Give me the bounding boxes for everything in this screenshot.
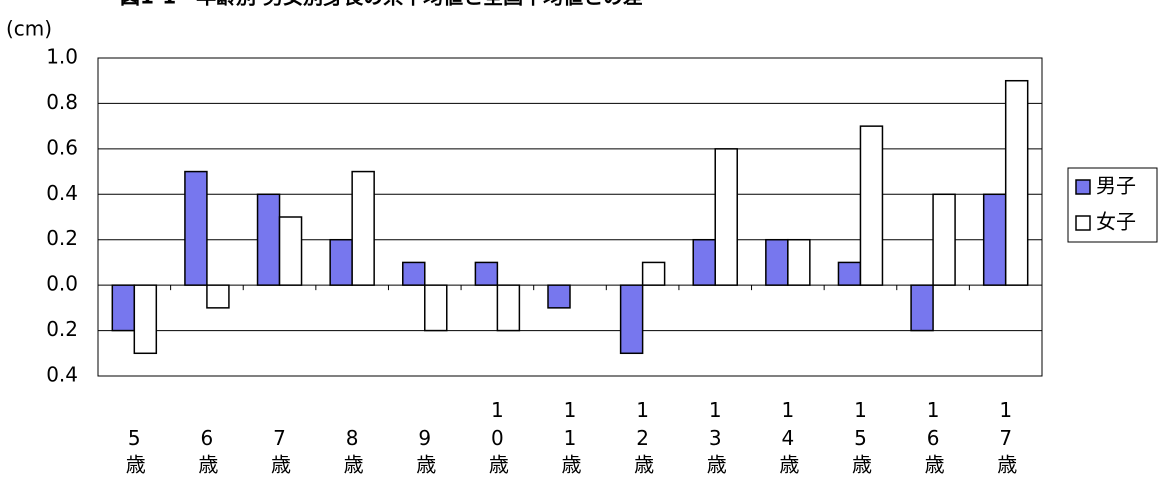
unit-label: (cm) — [6, 17, 52, 41]
x-tick-label: 12歳 — [631, 398, 655, 478]
bar — [1004, 79, 1029, 286]
legend-swatch — [1075, 179, 1091, 195]
y-tick-label: 0.4 — [46, 363, 78, 387]
bar — [496, 284, 521, 332]
x-tick-label: 10歳 — [485, 398, 509, 478]
bar — [278, 216, 303, 286]
bar — [547, 284, 571, 309]
y-tick-label: 0.4 — [46, 181, 78, 205]
legend-label: 女子 — [1096, 210, 1136, 234]
bar — [256, 193, 281, 286]
bar — [714, 148, 738, 286]
bar — [859, 125, 884, 286]
bar — [351, 170, 375, 286]
plot-area — [97, 57, 1043, 377]
x-tick-label: 17歳 — [994, 398, 1018, 478]
legend-label: 男子 — [1096, 174, 1136, 198]
bar — [133, 284, 158, 355]
legend-swatch — [1075, 215, 1091, 231]
bar — [837, 261, 862, 286]
bar — [932, 193, 956, 286]
bar — [111, 284, 136, 332]
bar — [424, 284, 448, 332]
bar — [206, 284, 230, 309]
bar — [641, 261, 666, 286]
x-tick-label: 8歳 — [340, 426, 364, 478]
x-tick-label: 7歳 — [268, 426, 292, 478]
x-tick-label: 13歳 — [703, 398, 727, 478]
y-tick-label: 0.2 — [46, 226, 78, 250]
x-tick-label: 6歳 — [195, 426, 219, 478]
y-tick-label: 1.0 — [46, 45, 78, 69]
bar — [787, 238, 811, 286]
bar — [765, 238, 789, 286]
x-tick-label: 14歳 — [776, 398, 800, 478]
bar — [474, 261, 499, 286]
bar — [910, 284, 934, 332]
bar — [329, 238, 353, 286]
y-tick-label: 0.2 — [46, 317, 78, 341]
y-tick-label: 0.8 — [46, 90, 78, 114]
chart-title: 図1-1 年齢別 男女別身長の県平均値と全国平均値との差 — [120, 0, 643, 9]
bar — [619, 284, 644, 355]
x-tick-label: 16歳 — [921, 398, 945, 478]
y-tick-label: 0.0 — [46, 272, 78, 296]
bar — [692, 238, 716, 286]
x-tick-label: 15歳 — [848, 398, 872, 478]
bar — [402, 261, 426, 286]
bar — [982, 193, 1007, 286]
x-tick-label: 5歳 — [122, 426, 146, 478]
y-tick-label: 0.6 — [46, 135, 78, 159]
x-tick-label: 11歳 — [558, 398, 582, 478]
x-tick-label: 9歳 — [413, 426, 437, 478]
bar — [184, 170, 208, 286]
